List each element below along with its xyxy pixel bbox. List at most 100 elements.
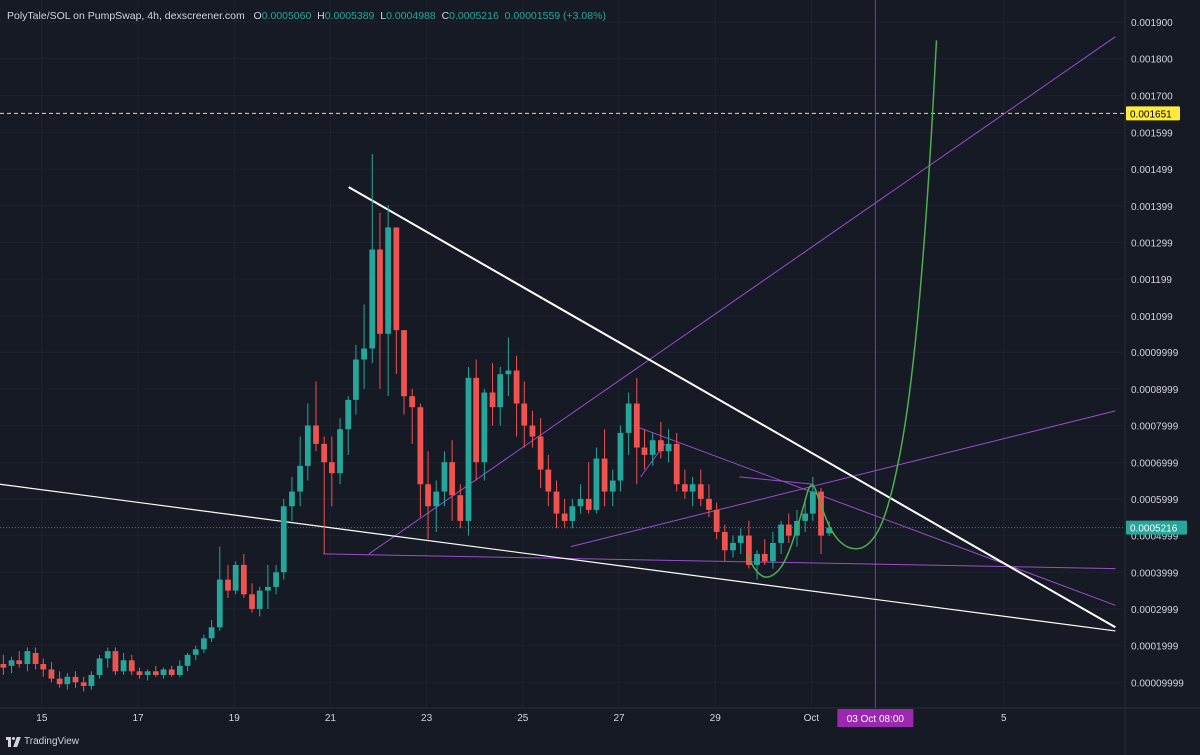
candle [481, 388, 488, 481]
candle-body [449, 462, 456, 496]
candle [449, 440, 456, 521]
candle-body [393, 227, 400, 331]
candle [128, 654, 135, 675]
y-tick-label: 0.001800 [1131, 55, 1173, 66]
candle-body [104, 651, 111, 659]
change-value: 0.00001559 (+3.08%) [504, 10, 606, 22]
y-tick-label: 0.001499 [1131, 165, 1173, 176]
candle [489, 363, 496, 426]
candle [104, 647, 111, 668]
candle [345, 396, 352, 455]
candle [465, 366, 472, 536]
candle-body [737, 535, 744, 543]
candle-body [321, 443, 328, 463]
candle [80, 676, 87, 692]
candle-body [761, 553, 768, 562]
candle [689, 476, 696, 507]
candle [625, 392, 632, 455]
candle [497, 366, 504, 426]
candle-body [778, 524, 784, 543]
candle [561, 498, 568, 529]
candle [409, 388, 416, 444]
candle [754, 550, 760, 580]
candle [240, 553, 247, 598]
candle-body [505, 370, 512, 375]
candle [737, 528, 744, 554]
candle-body [377, 249, 383, 334]
candle [529, 410, 536, 448]
candle-body [609, 480, 616, 492]
candle-body [585, 498, 592, 510]
candle [401, 330, 407, 415]
candle [8, 656, 15, 674]
candle-body [425, 484, 431, 507]
x-tick-label: 17 [132, 713, 144, 724]
candle-body [289, 491, 295, 507]
tradingview-footer[interactable]: TradingView [6, 736, 79, 747]
x-tick-label: Oct [804, 713, 820, 724]
candle-body [328, 462, 335, 474]
candle-body [497, 374, 504, 408]
candle [273, 564, 279, 595]
candle-body [577, 498, 584, 507]
candle [16, 651, 23, 668]
x-tick-label: 27 [613, 713, 625, 724]
candle-body [88, 674, 95, 686]
candle-body [265, 586, 271, 591]
candle-body [297, 465, 304, 492]
candle-body [649, 440, 656, 455]
high-value: 0.0005389 [324, 10, 375, 22]
candle [313, 381, 319, 452]
candle-body [417, 407, 424, 485]
candle-body [529, 425, 536, 437]
candle [184, 652, 191, 672]
candle-body [240, 564, 247, 595]
candle-body [176, 665, 183, 675]
candle [96, 654, 103, 679]
candle [385, 205, 392, 397]
candle-body [152, 671, 159, 675]
candle-body [593, 458, 600, 510]
candle-body [809, 491, 816, 514]
candle [321, 436, 328, 554]
y-tick-label: 0.0004999 [1131, 532, 1179, 543]
candle [48, 662, 55, 683]
candle [56, 671, 63, 688]
candle [353, 344, 359, 415]
projected-curve [745, 40, 938, 578]
close-label: C [441, 10, 450, 22]
candle-body [256, 590, 263, 609]
candle-body [537, 436, 544, 470]
open-value: 0.0005060 [261, 10, 312, 22]
candle [337, 418, 343, 485]
candle-body [665, 443, 672, 452]
candle [417, 403, 424, 518]
candle-body [249, 594, 255, 609]
candle [32, 647, 39, 670]
y-tick-label: 0.0008999 [1131, 385, 1179, 396]
candle-body [353, 359, 359, 400]
candle [304, 403, 311, 481]
candle [601, 429, 608, 507]
y-tick-label: 0.00009999 [1131, 678, 1184, 689]
candle-body [16, 660, 23, 664]
candle [201, 634, 207, 653]
candle-body [601, 458, 608, 492]
level-price-tag-text: 0.001651 [1130, 109, 1172, 120]
candle-body [361, 348, 367, 360]
candle [826, 521, 833, 536]
candle-body [216, 579, 223, 628]
candle [697, 469, 704, 507]
x-tick-label: 21 [325, 713, 337, 724]
candle-body [826, 527, 833, 534]
candle-body [208, 627, 215, 639]
candle-body [40, 663, 47, 670]
candle-body [561, 513, 568, 521]
candle [192, 645, 199, 661]
candle-body [80, 682, 87, 686]
candle [682, 469, 688, 499]
candle [609, 469, 616, 507]
y-tick-label: 0.001700 [1131, 91, 1173, 102]
candle-body [441, 462, 448, 492]
